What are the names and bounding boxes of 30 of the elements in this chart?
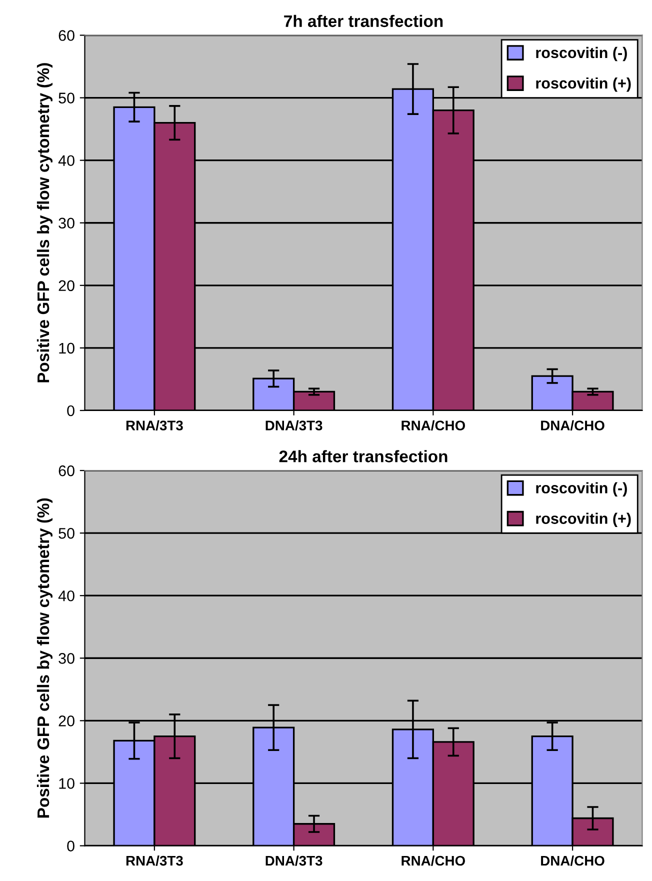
x-tick-label: DNA/CHO [541, 855, 604, 866]
chart-title: 7h after transfection [284, 14, 443, 28]
y-axis-title: Positive GFP cells by flow cytometry (%) [36, 498, 52, 818]
y-tick-label: 50 [58, 528, 74, 539]
x-tick-label: DNA/3T3 [266, 420, 322, 431]
y-tick-label: 60 [58, 30, 74, 41]
y-tick-label: 0 [67, 405, 74, 416]
y-axis-title: Positive GFP cells by flow cytometry (%) [36, 63, 52, 382]
legend-label: roscovitin (+) [536, 512, 631, 527]
x-tick-label: RNA/CHO [402, 420, 465, 431]
x-tick-label: DNA/3T3 [266, 855, 322, 866]
y-tick-label: 20 [58, 716, 74, 726]
y-tick-label: 30 [58, 653, 74, 664]
chart-title: 24h after transfection [279, 450, 448, 462]
y-tick-label: 10 [59, 778, 74, 789]
legend-label: roscovitin (+) [536, 77, 631, 92]
x-tick-label: RNA/3T3 [126, 420, 183, 431]
legend-label: roscovitin (-) [536, 482, 627, 496]
y-tick-label: 50 [58, 92, 74, 104]
y-tick-label: 40 [58, 590, 74, 602]
y-tick-label: 40 [58, 155, 74, 166]
y-tick-label: 30 [58, 218, 74, 229]
y-tick-label: 60 [58, 465, 74, 476]
x-tick-label: DNA/CHO [541, 420, 604, 431]
x-tick-label: RNA/CHO [402, 855, 465, 866]
y-tick-label: 20 [58, 280, 74, 292]
x-tick-label: RNA/3T3 [126, 855, 183, 866]
y-tick-label: 0 [67, 840, 74, 852]
legend-label: roscovitin (-) [536, 46, 627, 62]
y-tick-label: 10 [59, 342, 74, 354]
